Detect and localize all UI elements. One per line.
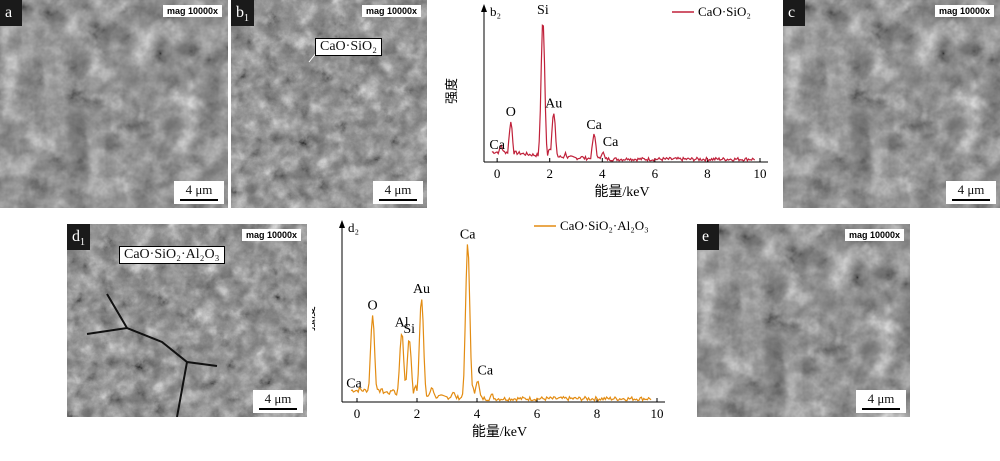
magnification-label: mag 10000x — [162, 5, 222, 17]
x-tick-label: 2 — [414, 406, 421, 421]
x-tick-label: 10 — [754, 166, 767, 181]
chart-panel-label: b₂ — [490, 4, 501, 19]
peak-label: Si — [537, 3, 549, 18]
magnification-label: mag 10000x — [934, 5, 994, 17]
spectrum-line — [491, 24, 756, 163]
sem-texture — [0, 0, 228, 208]
sem-texture — [783, 0, 1000, 208]
x-axis-label: 能量/keV — [472, 424, 527, 440]
peak-label: Al — [395, 315, 409, 330]
panel-label: a — [0, 0, 22, 26]
y-axis-label: 强度 — [444, 78, 459, 104]
magnification-label: mag 10000x — [361, 5, 421, 17]
magnification-label: mag 10000x — [241, 229, 301, 241]
x-tick-label: 8 — [704, 166, 711, 181]
eds-chart-d2: 0 2 4 6 8 10 能量/keV 强度 d₂ CaO·SiO₂·Al₂O₃ Ca O Al Si Au… — [302, 212, 682, 456]
annotation-leader-line — [308, 51, 318, 63]
peak-label: Au — [413, 282, 430, 297]
x-tick-label: 10 — [651, 406, 664, 421]
peak-label: Ca — [603, 135, 619, 150]
phase-annotation: CaO·SiO₂·Al₂O₃ — [119, 246, 225, 264]
sem-texture — [697, 224, 910, 417]
panel-label: b1 — [231, 0, 254, 26]
x-tick-label: 4 — [599, 166, 606, 181]
panel-label: e — [697, 224, 719, 250]
peak-label: Ca — [346, 377, 362, 392]
panel-label: d1 — [67, 224, 90, 250]
peak-label: Ca — [586, 118, 602, 133]
scale-bar: 4 μm — [373, 181, 423, 204]
y-axis-label: 强度 — [312, 306, 317, 332]
legend-label: CaO·SiO₂ — [698, 4, 751, 19]
x-tick-label: 0 — [494, 166, 501, 181]
peak-label: Ca — [489, 138, 505, 153]
peak-label: O — [506, 105, 516, 120]
x-tick-label: 0 — [354, 406, 361, 421]
x-tick-label: 8 — [594, 406, 601, 421]
scale-bar: 4 μm — [856, 390, 906, 413]
sem-image-a: a mag 10000x 4 μm — [0, 0, 228, 208]
x-tick-label: 6 — [534, 406, 541, 421]
sem-image-c: c mag 10000x 4 μm — [783, 0, 1000, 208]
peak-label: Ca — [478, 363, 494, 378]
peak-label: O — [368, 299, 378, 314]
phase-annotation: CaO·SiO₂ — [315, 38, 382, 56]
magnification-label: mag 10000x — [844, 229, 904, 241]
peak-label: Si — [403, 322, 415, 337]
chart-panel-label: d₂ — [348, 220, 359, 235]
eds-chart-b2: 0 2 4 6 8 10 能量/keV 强度 b₂ CaO·SiO₂ Ca O Si Au Ca Ca — [440, 0, 780, 208]
spectrum-line — [350, 244, 652, 403]
peak-label: Ca — [460, 227, 476, 242]
sem-texture — [231, 0, 427, 208]
peak-label: Au — [545, 97, 562, 112]
sem-image-b1: b1 mag 10000x CaO·SiO₂ 4 μm — [231, 0, 427, 208]
x-tick-label: 4 — [474, 406, 481, 421]
panel-label: c — [783, 0, 805, 26]
x-tick-label: 6 — [652, 166, 659, 181]
x-tick-label: 2 — [546, 166, 553, 181]
legend-label: CaO·SiO₂·Al₂O₃ — [560, 218, 649, 233]
y-axis-arrow — [339, 220, 345, 228]
scale-bar: 4 μm — [174, 181, 224, 204]
scale-bar: 4 μm — [946, 181, 996, 204]
sem-image-d1: d1 mag 10000x CaO·SiO₂·Al₂O₃ 4 μm — [67, 224, 307, 417]
y-axis-arrow — [481, 4, 487, 12]
scale-bar: 4 μm — [253, 390, 303, 413]
x-axis-label: 能量/keV — [594, 184, 649, 200]
sem-image-e: e mag 10000x 4 μm — [697, 224, 910, 417]
